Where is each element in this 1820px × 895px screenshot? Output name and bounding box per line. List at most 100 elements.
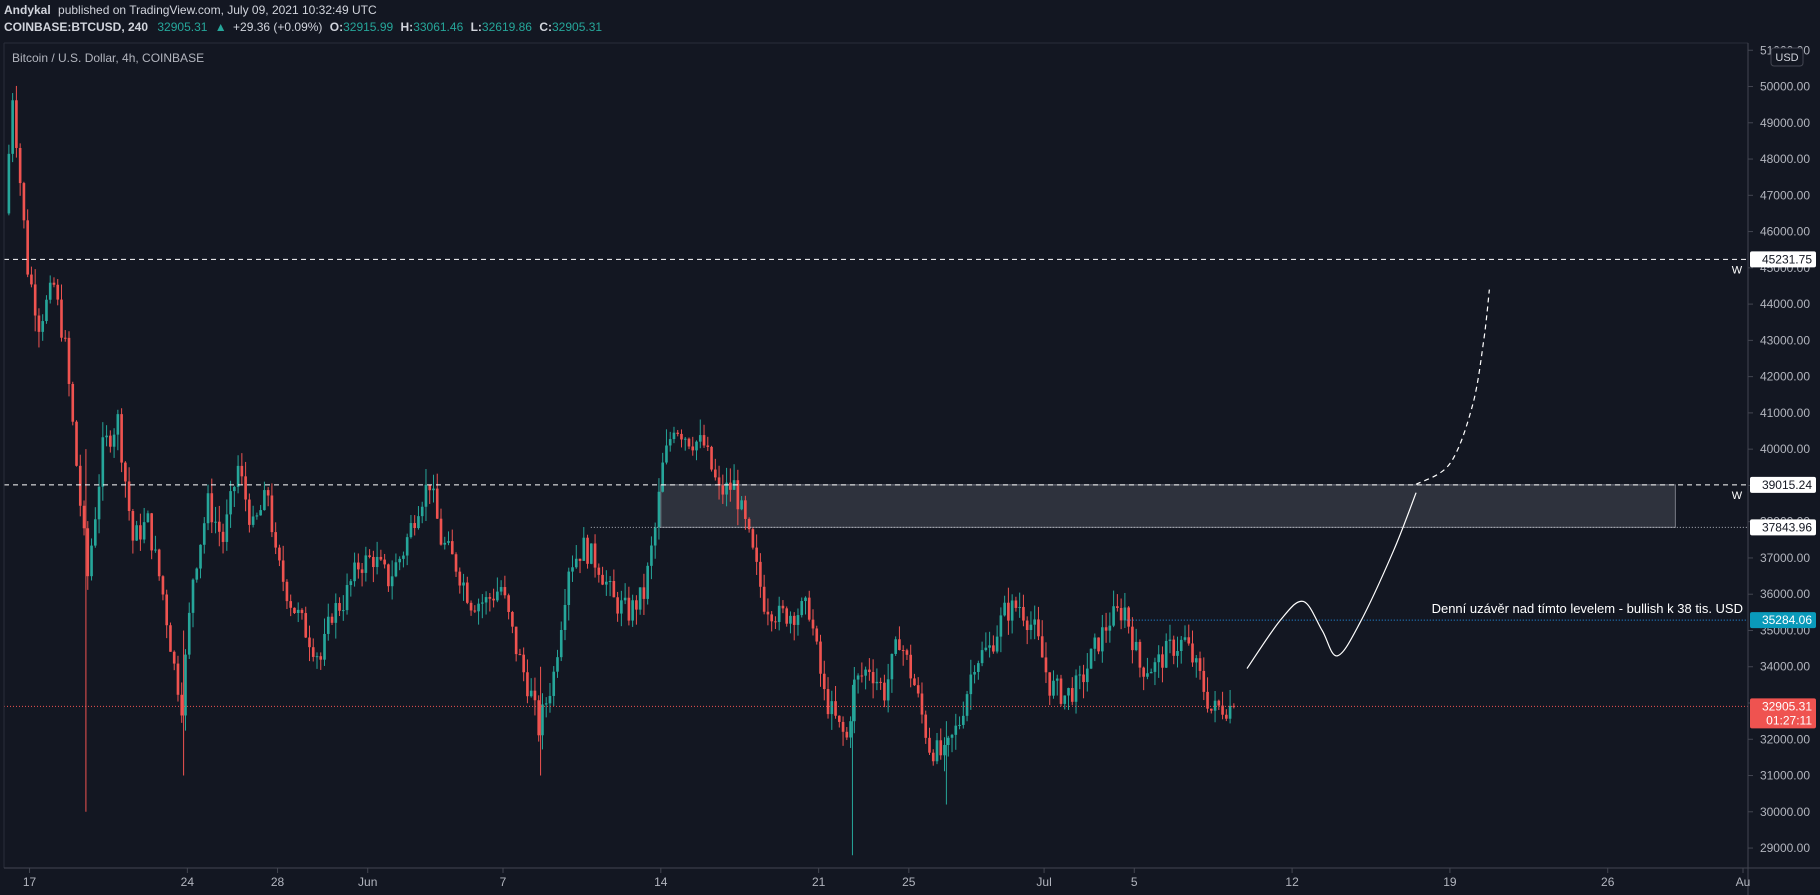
- candle-body: [1070, 688, 1074, 702]
- candle-body: [319, 656, 323, 660]
- time-axis[interactable]: 17 24 28 Jun 7 14 21 25 Jul 5 12 19 26 Au: [23, 868, 1750, 889]
- candle-body: [503, 587, 507, 596]
- candle-body: [1179, 639, 1183, 652]
- candle-body: [608, 580, 612, 582]
- price-label: 39015.24: [1762, 478, 1812, 492]
- candle-body: [1228, 705, 1232, 719]
- candle-body: [1078, 674, 1082, 676]
- candle-body: [48, 282, 52, 300]
- ohlc-open-value: 32915.99: [343, 20, 393, 34]
- candle-body: [244, 476, 247, 500]
- candle-body: [484, 597, 488, 603]
- candle-body: [1082, 674, 1085, 683]
- candle-body: [78, 465, 82, 506]
- candle-body: [195, 568, 199, 580]
- author: Andykal: [4, 3, 51, 17]
- candle-body: [1067, 688, 1070, 696]
- candle-body: [1164, 640, 1168, 668]
- x-tick-label: Jul: [1036, 875, 1051, 889]
- price-label: 45231.75: [1762, 252, 1812, 266]
- candle-body: [469, 602, 473, 611]
- candle-body: [33, 284, 37, 316]
- candle-body: [150, 513, 153, 551]
- candle-body: [522, 654, 525, 673]
- currency-button[interactable]: USD: [1770, 47, 1804, 67]
- candle-body: [345, 585, 349, 611]
- change-value: +29.36 (+0.09%): [233, 20, 322, 34]
- candle-body: [191, 579, 195, 613]
- candle-body: [1033, 619, 1037, 625]
- candle-body: [815, 628, 819, 642]
- candle-body: [1052, 680, 1055, 696]
- candle-body: [1191, 643, 1194, 663]
- candle-body: [390, 576, 394, 587]
- candle-body: [323, 633, 326, 660]
- candle-body: [1161, 654, 1164, 668]
- candle-body: [785, 608, 789, 624]
- candle-body: [30, 274, 33, 285]
- candle-body: [995, 636, 999, 652]
- ohlc-low-value: 32619.86: [482, 20, 532, 34]
- candle-body: [747, 518, 751, 530]
- up-arrow-icon: ▲: [215, 20, 227, 34]
- candle-body: [1014, 600, 1018, 608]
- x-tick-label: 28: [271, 875, 285, 889]
- candle-body: [1134, 641, 1138, 651]
- candle-body: [864, 669, 867, 676]
- ohlc-high-label: H:: [401, 20, 414, 34]
- candle-body: [1119, 607, 1123, 621]
- header-line-2: COINBASE:BTCUSD, 240 32905.31 ▲ +29.36 (…: [4, 20, 602, 34]
- candle-body: [1209, 708, 1213, 711]
- candle-body: [980, 650, 984, 664]
- ohlc-open-label: O:: [330, 20, 343, 34]
- candle-body: [781, 605, 785, 609]
- candle-body: [969, 674, 973, 695]
- price-label-box: [1750, 612, 1816, 629]
- candle-body: [1007, 602, 1010, 621]
- candle-body: [676, 432, 680, 434]
- candle-body: [702, 435, 706, 446]
- candle-body: [1044, 657, 1048, 673]
- candle-body: [668, 439, 672, 446]
- candle-body: [1059, 678, 1063, 704]
- candle-body: [176, 663, 180, 695]
- candle-body: [296, 609, 300, 614]
- candle-body: [360, 569, 364, 573]
- candle-body: [210, 493, 214, 523]
- candle-body: [1029, 624, 1033, 631]
- candle-body: [958, 724, 961, 726]
- candle-body: [161, 576, 165, 595]
- y-tick-label: 30000.00: [1760, 805, 1810, 819]
- candle-body: [248, 499, 251, 525]
- candle-body: [330, 616, 334, 623]
- candle-body: [1225, 714, 1228, 719]
- candle-body: [311, 647, 315, 657]
- candle-body: [206, 493, 210, 524]
- candle-body: [774, 621, 777, 623]
- candle-body: [665, 445, 668, 463]
- candle-body: [529, 690, 533, 697]
- candle-body: [225, 514, 229, 542]
- candle-body: [1149, 671, 1153, 674]
- candle-body: [1048, 672, 1052, 696]
- candle-body: [184, 654, 187, 716]
- candle-body: [845, 731, 849, 738]
- candle-body: [1025, 620, 1029, 631]
- header-line-1: Andykal published on TradingView.com, Ju…: [4, 3, 377, 17]
- candle-body: [353, 562, 356, 582]
- y-tick-label: 41000.00: [1760, 406, 1810, 420]
- candle-body: [759, 561, 762, 587]
- candle-body: [871, 672, 875, 684]
- candle-body: [1104, 627, 1108, 631]
- candle-body: [1232, 705, 1236, 707]
- candle-body: [1022, 606, 1025, 621]
- candle-body: [589, 543, 593, 564]
- candle-body: [582, 537, 586, 561]
- candle-body: [45, 299, 48, 322]
- candle-body: [229, 491, 232, 515]
- annotation-text: Denní uzávěr nad tímto levelem - bullish…: [1432, 601, 1743, 616]
- candle-body: [439, 518, 443, 545]
- y-tick-label: 48000.00: [1760, 152, 1810, 166]
- candle-body: [571, 567, 574, 572]
